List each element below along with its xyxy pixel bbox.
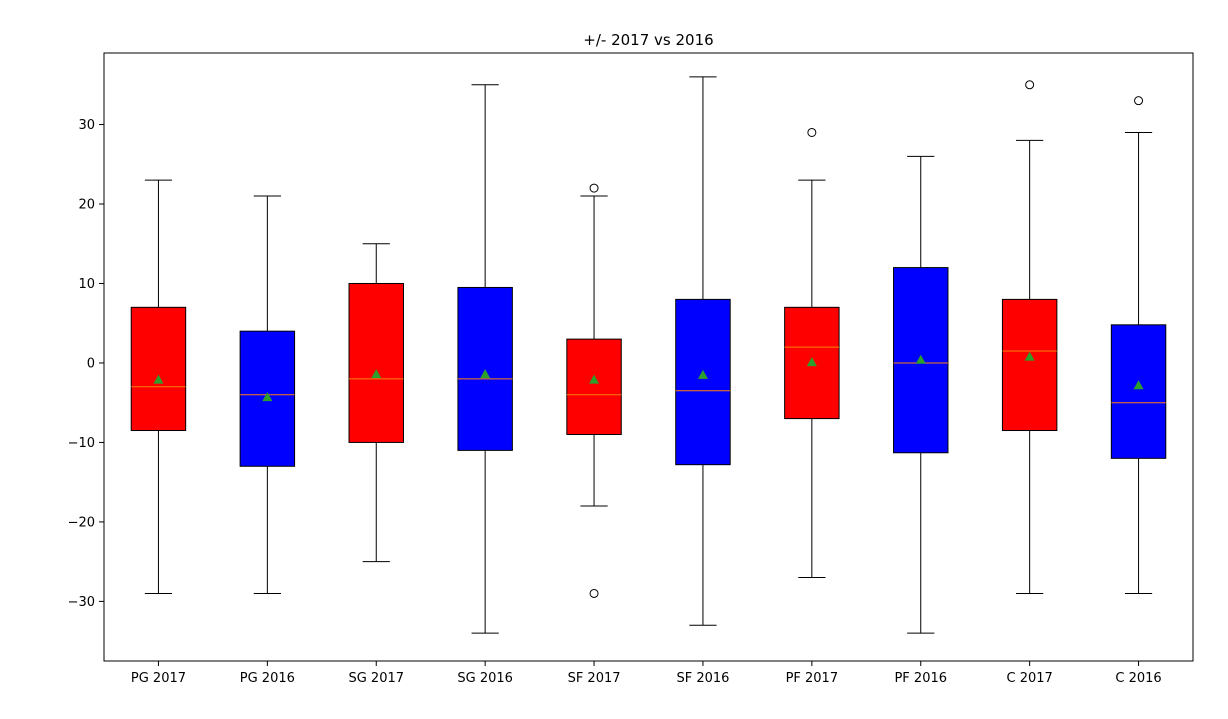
x-tick-label: C 2016 [1115,671,1161,686]
box-group [784,127,840,579]
mean-marker [1133,380,1144,390]
x-tick-label: SF 2016 [676,671,729,686]
x-tick-label: PF 2017 [786,671,839,686]
box-group [457,84,513,634]
box-group [239,195,296,594]
y-tick-label: −30 [68,595,95,610]
outlier-point [1025,80,1035,90]
box [348,282,404,443]
box-group [566,183,622,598]
plot-frame [103,52,1194,662]
mean-marker [480,369,491,379]
mean-marker [697,369,708,379]
mean-marker [806,357,817,367]
outlier-point [589,588,599,598]
box-group [1001,80,1058,594]
box [675,298,731,466]
box-group [130,179,187,594]
y-axis: −30 −20 −10 0 10 20 30 [68,118,104,610]
x-tick-label: SG 2017 [348,671,404,686]
x-tick-label: PG 2017 [131,671,186,686]
mean-marker [371,369,382,379]
mean-marker [589,374,600,384]
x-tick-label: PG 2016 [240,671,295,686]
chart-title: +/- 2017 vs 2016 [583,31,713,49]
x-tick-label: C 2017 [1007,671,1053,686]
box [1110,324,1167,459]
x-tick-label: PF 2016 [894,671,947,686]
box-group [893,155,949,634]
x-tick-label: SG 2016 [457,671,513,686]
y-tick-label: −20 [68,515,95,530]
outlier-point [807,127,817,137]
box [457,286,513,451]
y-tick-label: −10 [68,436,95,451]
mean-marker [262,392,273,402]
x-axis: PG 2017 PG 2016 SG 2017 SG 2016 SF 2017 SF 20… [131,661,1162,686]
outlier-point [1134,96,1144,106]
y-tick-label: 10 [78,277,95,292]
box-group [348,243,404,563]
mean-marker [915,354,926,364]
mean-marker [153,374,164,384]
box-group [1110,96,1167,594]
y-tick-label: 0 [87,356,95,371]
box [566,338,622,435]
mean-marker [1024,351,1035,361]
x-tick-label: SF 2017 [568,671,621,686]
box [130,306,187,432]
y-tick-label: 20 [78,198,95,213]
outlier-point [589,183,599,193]
box-group [675,76,731,626]
box [1001,298,1058,432]
y-tick-label: 30 [78,118,95,133]
boxes-layer [130,76,1167,634]
